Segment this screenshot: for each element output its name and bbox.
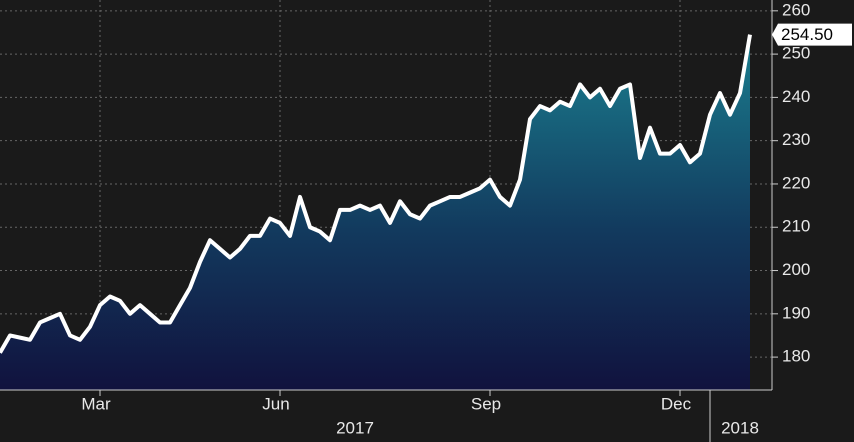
x-tick-label: Mar [81,394,111,413]
area [0,34,750,391]
year-label: 2017 [336,418,374,437]
x-tick-label: Sep [471,394,501,413]
y-tick-label: 260 [782,0,810,19]
year-label: 2018 [721,418,759,437]
x-tick-label: Dec [661,394,692,413]
line [0,34,752,354]
value-label: 254.50 [781,25,833,44]
y-tick-label: 200 [782,260,810,279]
y-tick-label: 180 [782,347,810,366]
y-tick-label: 250 [782,44,810,63]
y-tick-label: 230 [782,130,810,149]
y-tick-label: 210 [782,217,810,236]
y-tick-label: 190 [782,303,810,322]
x-tick-label: Jun [262,394,289,413]
y-tick-label: 240 [782,87,810,106]
value-label-box [772,23,852,46]
y-tick-label: 220 [782,173,810,192]
